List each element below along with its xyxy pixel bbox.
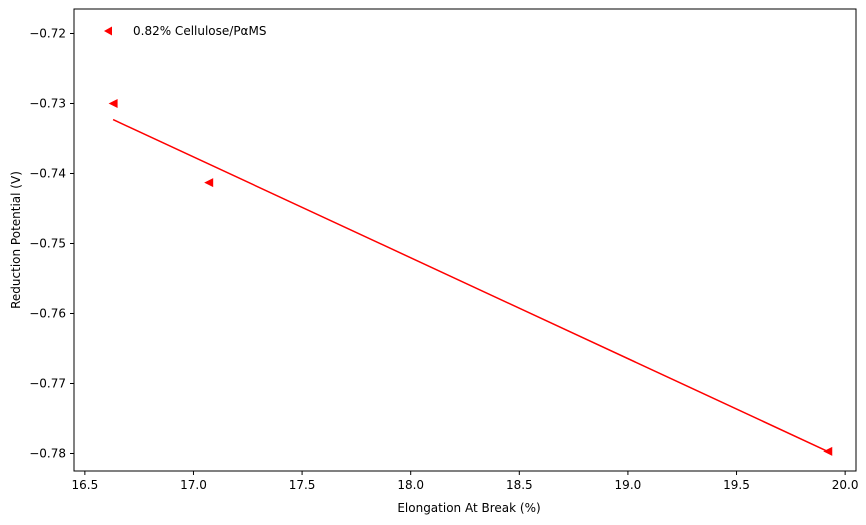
x-tick-label: 18.0: [397, 478, 424, 492]
x-tick-label: 17.5: [289, 478, 316, 492]
x-tick-label: 19.5: [723, 478, 750, 492]
y-tick-label: −0.73: [29, 97, 66, 111]
x-tick-label: 20.0: [832, 478, 859, 492]
plot-area: [73, 8, 857, 472]
x-axis-label: Elongation At Break (%): [397, 501, 540, 515]
y-tick-label: −0.77: [29, 377, 66, 391]
data-point: [108, 99, 118, 108]
y-tick-label: −0.76: [29, 307, 66, 321]
y-tick-label: −0.75: [29, 237, 66, 251]
x-tick-label: 18.5: [506, 478, 533, 492]
legend-label: 0.82% Cellulose/PαMS: [133, 24, 266, 38]
x-tick-label: 16.5: [72, 478, 99, 492]
data-point: [823, 446, 833, 456]
legend: 0.82% Cellulose/PαMS: [104, 24, 266, 38]
data-point: [204, 178, 214, 188]
plot-frame: [73, 8, 857, 472]
points-layer: [108, 99, 833, 456]
fit-line: [112, 118, 829, 453]
legend-marker-icon: [104, 26, 112, 36]
x-tick-label: 17.0: [180, 478, 207, 492]
y-tick-label: −0.72: [29, 27, 66, 41]
y-axis-label: Reduction Potential (V): [9, 171, 23, 309]
y-axis: −0.72 −0.73 −0.74 −0.75 −0.76 −0.77 −0.78: [29, 27, 74, 461]
x-axis: 16.5 17.0 17.5 18.0 18.5 19.0 19.5 20.0: [72, 471, 859, 492]
y-tick-label: −0.74: [29, 167, 66, 181]
y-tick-label: −0.78: [29, 447, 66, 461]
fit-layer: [112, 118, 829, 453]
x-tick-label: 19.0: [615, 478, 642, 492]
